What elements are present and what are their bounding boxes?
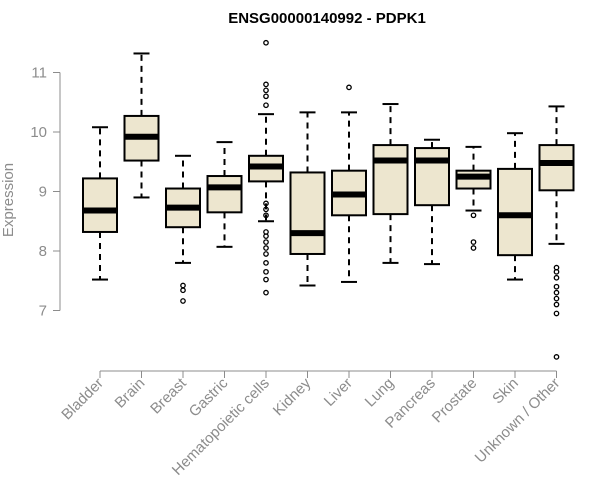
outlier-point <box>180 287 186 294</box>
y-tick-label: 8 <box>39 243 47 260</box>
x-tick-label: Brain <box>112 375 149 412</box>
outlier-point <box>263 268 269 275</box>
y-axis-label: Expression <box>0 163 17 237</box>
y-tick-label: 11 <box>31 65 47 82</box>
box-group <box>497 132 533 281</box>
box <box>289 171 326 255</box>
chart-title: ENSG00000140992 - PDPK1 <box>228 10 426 27</box>
outlier-point <box>553 310 560 317</box>
outlier-point <box>263 39 269 46</box>
outlier-point <box>263 289 269 296</box>
y-tick-label: 10 <box>30 124 47 141</box>
box-group <box>206 141 243 248</box>
outlier-point <box>263 245 269 251</box>
outlier-point <box>553 354 560 360</box>
box-group <box>165 154 201 304</box>
x-tick-label: Skin <box>489 375 522 408</box>
outlier-point <box>180 282 186 289</box>
outlier-point <box>263 81 269 88</box>
box-group <box>331 84 367 283</box>
box <box>206 175 243 214</box>
x-tick-label: Liver <box>321 375 356 410</box>
outlier-point <box>470 212 477 219</box>
outlier-point <box>263 87 269 94</box>
box <box>497 167 533 257</box>
outlier-point <box>263 206 269 213</box>
box <box>538 144 575 192</box>
box <box>372 144 409 216</box>
outlier-point <box>263 239 269 245</box>
x-tick-label: Prostate <box>429 375 481 427</box>
plot-area <box>82 39 575 360</box>
outlier-point <box>263 93 269 100</box>
y-tick-label: 9 <box>39 184 47 201</box>
outlier-point <box>553 289 560 296</box>
outlier-point <box>263 251 269 257</box>
outlier-point <box>470 239 477 245</box>
outlier-point <box>553 274 560 281</box>
x-tick-label: Breast <box>147 374 190 417</box>
box-group <box>289 111 326 287</box>
outlier-point <box>263 229 269 235</box>
x-tick-label: Kidney <box>270 374 315 419</box>
outlier-point <box>346 84 352 91</box>
x-tick-label: Lung <box>362 375 398 411</box>
outlier-point <box>553 295 560 302</box>
outlier-point <box>180 298 186 304</box>
outlier-point <box>263 200 269 207</box>
box-group <box>538 105 575 360</box>
box-group <box>248 39 284 296</box>
outlier-point <box>470 245 477 251</box>
outlier-point <box>263 102 269 109</box>
box-group <box>455 145 492 251</box>
outlier-point <box>263 260 269 266</box>
outlier-point <box>263 212 269 219</box>
y-axis: 7 8 9 10 11 <box>30 65 61 320</box>
outlier-point <box>553 264 560 271</box>
y-tick-label: 7 <box>39 303 47 320</box>
outlier-point <box>263 276 269 283</box>
box <box>414 147 450 207</box>
box-group <box>414 138 450 266</box>
box-group <box>372 103 409 264</box>
box-group <box>82 126 118 281</box>
outlier-point <box>553 301 560 308</box>
box <box>82 177 118 233</box>
x-tick-label: Bladder <box>58 375 107 424</box>
outlier-point <box>553 283 560 290</box>
box-group <box>123 52 160 199</box>
